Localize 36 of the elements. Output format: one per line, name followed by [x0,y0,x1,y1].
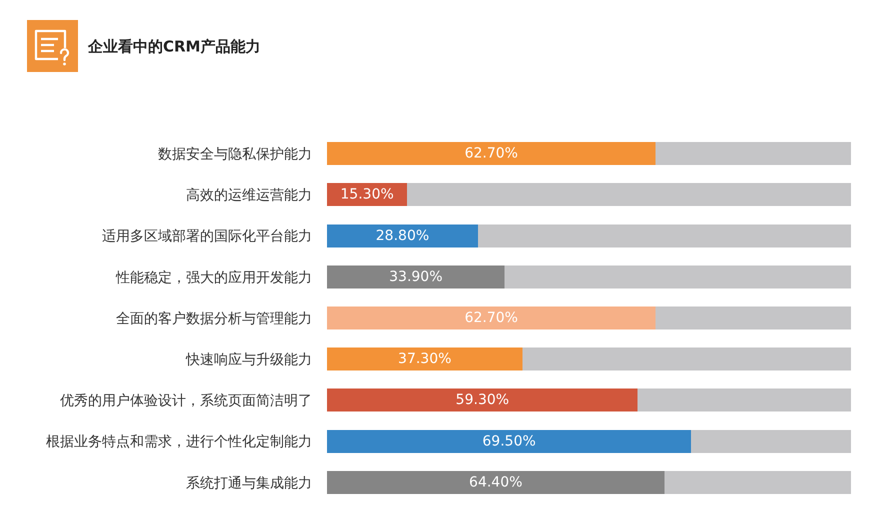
data-label: 37.30% [398,351,452,368]
bar [327,348,522,371]
y-tick-label: 根据业务特点和需求，进行个性化定制能力 [46,434,312,450]
bar [407,183,851,206]
bar [664,470,851,494]
bar [327,430,692,453]
data-label: 62.70% [464,310,518,326]
data-label: 28.80% [376,228,430,244]
data-label: 64.40% [469,474,522,490]
data-label: 62.70% [464,146,518,162]
data-label: 15.30% [340,186,394,203]
y-tick-label: 适用多区域部署的国际化平台能力 [102,228,312,245]
bar [327,388,638,412]
y-tick-label: 数据安全与隐私保护能力 [158,146,312,162]
bar [327,470,664,494]
y-tick-label: 全面的客户数据分析与管理能力 [116,310,312,327]
bar [656,142,851,166]
bar [504,265,851,288]
bar [327,265,505,288]
bar [522,348,851,371]
bar [478,224,851,248]
bar [327,224,478,248]
y-tick-label: 快速响应与升级能力 [185,352,312,368]
bar [691,430,851,453]
bar [656,306,851,330]
y-tick-label: 高效的运维运营能力 [186,188,312,204]
bar [638,388,851,412]
bar [327,142,656,166]
text: 企业看中的CRM产品能力 [87,37,260,56]
y-tick-label: 优秀的用户体验设计，系统页面简洁明了 [60,393,312,410]
y-tick-label: 性能稳定，强大的应用开发能力 [115,270,312,286]
bar [327,306,656,330]
data-label: 59.30% [456,392,510,408]
data-label: 69.50% [482,433,536,450]
data-label: 33.90% [389,268,443,285]
y-tick-label: 系统打通与集成能力 [186,475,312,492]
